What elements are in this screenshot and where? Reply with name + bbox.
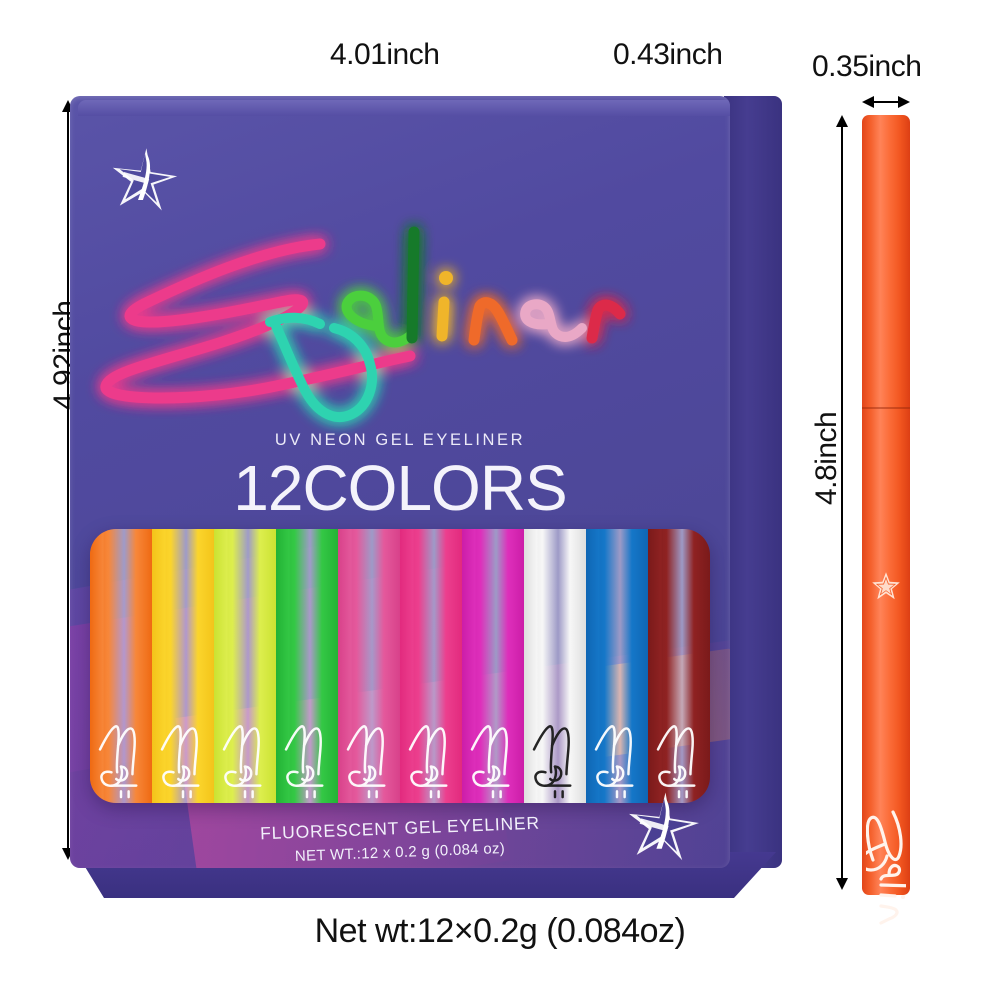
pen-pink: [400, 529, 462, 803]
pen-brand-script: [858, 795, 915, 965]
dim-label-pen-width: 0.35inch: [812, 50, 922, 83]
product-box: UV NEON GEL EYELINER 12COLORS FLUORESCEN…: [62, 88, 782, 898]
dim-line-pen-height: [841, 125, 843, 880]
dim-label-box-width: 4.01inch: [330, 38, 440, 71]
pen-signature-icon: [222, 725, 262, 799]
pen-signature-icon: [408, 725, 448, 799]
package-colors-headline: 12COLORS: [233, 452, 567, 524]
pen-orange: [90, 529, 152, 803]
pen-cap-seam: [862, 407, 910, 409]
dim-line-pen-width: [872, 101, 902, 103]
pen-display-window: [90, 529, 710, 803]
pen-signature-icon: [98, 725, 138, 799]
pen-signature-icon: [470, 725, 510, 799]
pen-signature-icon: [532, 725, 572, 799]
pen-signature-icon: [346, 725, 386, 799]
pen-white: [524, 529, 586, 803]
dim-label-pen-height: 4.8inch: [810, 411, 843, 505]
pen-signature-icon: [284, 725, 324, 799]
dim-arrow-pen-height-bottom: [836, 878, 848, 890]
dim-line-box-height: [67, 110, 69, 850]
pen-light-pink: [338, 529, 400, 803]
dim-arrow-pen-height-top: [836, 115, 848, 127]
star-figure-icon: [110, 142, 180, 216]
box-front-panel: UV NEON GEL EYELINER 12COLORS FLUORESCEN…: [70, 96, 730, 868]
single-pen: [858, 115, 915, 965]
pen-dark-red: [648, 529, 710, 803]
pen-yellow-green: [214, 529, 276, 803]
pen-blue: [586, 529, 648, 803]
pen-yellow: [152, 529, 214, 803]
brand-script-wordmark: [80, 216, 720, 423]
star-icon: [871, 570, 901, 602]
pen-green: [276, 529, 338, 803]
pen-barrel: [862, 115, 910, 895]
star-figure-icon: [626, 786, 702, 866]
net-weight-caption: Net wt:12×0.2g (0.084oz): [314, 912, 686, 950]
pen-magenta: [462, 529, 524, 803]
dim-label-box-depth: 0.43inch: [613, 38, 723, 71]
box-top-highlight: [78, 100, 730, 116]
pen-row: [90, 529, 710, 803]
pen-signature-icon: [594, 725, 634, 799]
package-subtitle: UV NEON GEL EYELINER: [274, 431, 526, 449]
dim-arrow-pen-width-left: [862, 96, 874, 108]
pen-signature-icon: [160, 725, 200, 799]
dim-arrow-pen-width-right: [898, 96, 910, 108]
pen-signature-icon: [656, 725, 696, 799]
box-side-panel: [724, 96, 782, 868]
